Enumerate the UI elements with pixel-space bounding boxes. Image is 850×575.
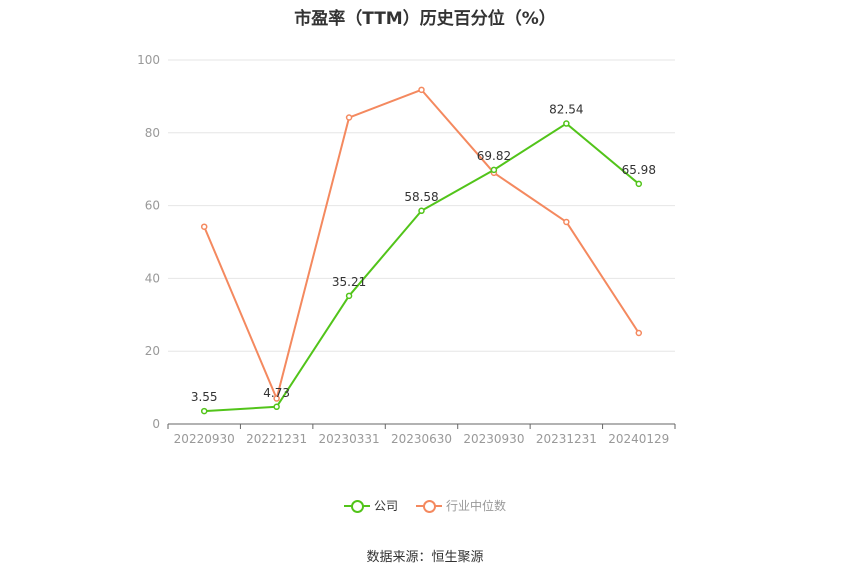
data-point [490, 166, 498, 174]
x-tick-label: 20240129 [608, 432, 669, 446]
legend-item-industry-median[interactable]: 行业中位数 [416, 497, 506, 514]
x-tick-label: 20230630 [391, 432, 452, 446]
data-label: 82.54 [549, 103, 583, 117]
y-tick-label: 100 [137, 53, 160, 67]
y-tick-label: 40 [145, 271, 160, 285]
data-label: 58.58 [404, 190, 438, 204]
chart-title: 市盈率（TTM）历史百分位（%） [294, 9, 556, 29]
data-point [563, 120, 570, 127]
data-point [200, 223, 208, 230]
data-point [273, 403, 280, 411]
legend-label-company: 公司 [373, 499, 398, 513]
y-tick-label: 60 [145, 199, 160, 213]
data-source: 数据来源：恒生聚源 [366, 550, 484, 565]
series [200, 86, 643, 415]
data-point [345, 292, 353, 300]
data-label: 69.82 [477, 149, 511, 163]
legend-swatch-company [343, 499, 370, 513]
y-tick-label: 20 [145, 344, 160, 358]
axes: 0 20 40 60 80 100 20220930 20221231 20230331 2023… [137, 53, 676, 446]
data-point [200, 407, 208, 415]
data-point [273, 395, 280, 402]
x-tick-label: 20231231 [536, 432, 597, 446]
grid-lines [168, 59, 675, 352]
y-tick-label: 0 [152, 417, 160, 431]
legend: 公司 行业中位数 [0, 497, 850, 514]
data-point [563, 218, 570, 226]
legend-swatch-industry-median [416, 499, 442, 513]
data-label: 65.98 [622, 163, 656, 177]
data-point [418, 86, 425, 94]
data-point [635, 180, 643, 188]
data-label: 3.55 [191, 390, 218, 404]
series-line-0 [204, 122, 640, 413]
x-tick-label: 20230930 [463, 432, 524, 446]
series-line-1 [203, 88, 640, 400]
x-tick-label: 20230331 [319, 432, 380, 446]
data-point [418, 207, 425, 215]
data-labels: 3.55 4.73 35.21 58.58 69.82 82.54 65.98 [191, 103, 656, 405]
data-point [345, 114, 353, 121]
y-tick-label: 80 [145, 126, 160, 140]
legend-item-company[interactable]: 公司 [343, 497, 398, 514]
data-label: 4.73 [263, 386, 290, 400]
data-point [635, 329, 643, 337]
x-tick-label: 20220930 [174, 432, 235, 446]
legend-label-industry-median: 行业中位数 [446, 499, 507, 513]
x-tick-label: 20221231 [246, 432, 307, 446]
data-label: 35.21 [332, 275, 366, 289]
